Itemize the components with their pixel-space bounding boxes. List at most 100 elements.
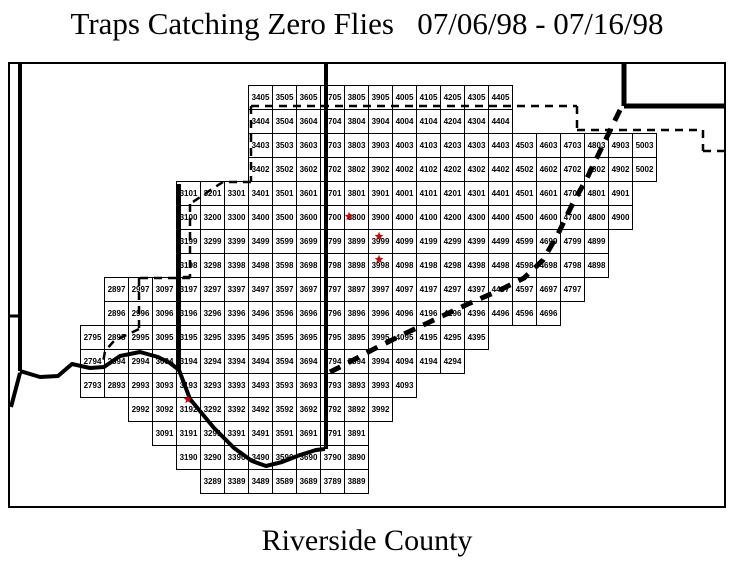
grid-cell-3804: 3804 — [344, 109, 369, 134]
grid-cell-4699: 4699 — [536, 229, 561, 254]
grid-cell-3600: 3600 — [296, 205, 321, 230]
grid-cell-3904: 3904 — [368, 109, 393, 134]
grid-cell-3590: 3590 — [272, 445, 297, 470]
grid-cell-3293: 3293 — [200, 373, 225, 398]
grid-cell-2897: 2897 — [104, 277, 129, 302]
grid-cell-3592: 3592 — [272, 397, 297, 422]
grid-cell-3694: 3694 — [296, 349, 321, 374]
grid-cell-4005: 4005 — [392, 85, 417, 110]
grid-cell-3692: 3692 — [296, 397, 321, 422]
grid-cell-4301: 4301 — [464, 181, 489, 206]
grid-cell-3793: 3793 — [320, 373, 345, 398]
grid-cell-4294: 4294 — [440, 349, 465, 374]
grid-cell-3892: 3892 — [344, 397, 369, 422]
grid-cell-3289: 3289 — [200, 469, 225, 494]
grid-cell-3390: 3390 — [224, 445, 249, 470]
grid-cell-4503: 4503 — [512, 133, 537, 158]
grid-cell-3789: 3789 — [320, 469, 345, 494]
grid-cell-4001: 4001 — [392, 181, 417, 206]
grid-cell-3505: 3505 — [272, 85, 297, 110]
grid-cell-3199: 3199 — [176, 229, 201, 254]
grid-cell-3503: 3503 — [272, 133, 297, 158]
grid-cell-3392: 3392 — [224, 397, 249, 422]
grid-cell-3292: 3292 — [200, 397, 225, 422]
grid-cell-3295: 3295 — [200, 325, 225, 350]
grid-cell-4098: 4098 — [392, 253, 417, 278]
grid-cell-3890: 3890 — [344, 445, 369, 470]
grid-cell-3594: 3594 — [272, 349, 297, 374]
grid-cell-3796: 3796 — [320, 301, 345, 326]
grid-cell-3900: 3900 — [368, 205, 393, 230]
grid-cell-3094: 3094 — [152, 349, 177, 374]
grid-cell-3896: 3896 — [344, 301, 369, 326]
grid-cell-3603: 3603 — [296, 133, 321, 158]
grid-cell-3498: 3498 — [248, 253, 273, 278]
county-label: Riverside County — [261, 524, 473, 557]
grid-cell-3605: 3605 — [296, 85, 321, 110]
grid-cell-3689: 3689 — [296, 469, 321, 494]
grid-cell-4195: 4195 — [416, 325, 441, 350]
grid-cell-3394: 3394 — [224, 349, 249, 374]
grid-cell-3705: 3705 — [320, 85, 345, 110]
grid-cell-3596: 3596 — [272, 301, 297, 326]
grid-cell-3704: 3704 — [320, 109, 345, 134]
grid-cell-4300: 4300 — [464, 205, 489, 230]
grid-cell-3997: 3997 — [368, 277, 393, 302]
grid-cell-2993: 2993 — [128, 373, 153, 398]
grid-cell-4194: 4194 — [416, 349, 441, 374]
grid-cell-4400: 4400 — [488, 205, 513, 230]
grid-cell-3092: 3092 — [152, 397, 177, 422]
grid-cell-4596: 4596 — [512, 301, 537, 326]
grid-cell-3697: 3697 — [296, 277, 321, 302]
grid-cell-3702: 3702 — [320, 157, 345, 182]
grid-cell-3601: 3601 — [296, 181, 321, 206]
grid-cell-3593: 3593 — [272, 373, 297, 398]
grid-cell-4096: 4096 — [392, 301, 417, 326]
grid-cell-4802: 4802 — [584, 157, 609, 182]
grid-cell-4000: 4000 — [392, 205, 417, 230]
grid-cell-3093: 3093 — [152, 373, 177, 398]
grid-cell-3194: 3194 — [176, 349, 201, 374]
grid-cell-4499: 4499 — [488, 229, 513, 254]
grid-cell-3399: 3399 — [224, 229, 249, 254]
grid-cell-4405: 4405 — [488, 85, 513, 110]
grid-cell-4093: 4093 — [392, 373, 417, 398]
grid-cell-4497: 4497 — [488, 277, 513, 302]
grid-cell-3502: 3502 — [272, 157, 297, 182]
grid-cell-3301: 3301 — [224, 181, 249, 206]
grid-cell-3797: 3797 — [320, 277, 345, 302]
grid-cell-3299: 3299 — [200, 229, 225, 254]
grid-cell-3290: 3290 — [200, 445, 225, 470]
grid-cell-3996: 3996 — [368, 301, 393, 326]
grid-cell-4501: 4501 — [512, 181, 537, 206]
grid-cell-3604: 3604 — [296, 109, 321, 134]
grid-cell-3905: 3905 — [368, 85, 393, 110]
grid-cell-4399: 4399 — [464, 229, 489, 254]
grid-cell-4601: 4601 — [536, 181, 561, 206]
grid-cell-4204: 4204 — [440, 109, 465, 134]
map-title: Traps Catching Zero Flies 07/06/98 - 07/… — [70, 6, 664, 41]
grid-cell-3599: 3599 — [272, 229, 297, 254]
grid-cell-4597: 4597 — [512, 277, 537, 302]
grid-cell-3397: 3397 — [224, 277, 249, 302]
grid-cell-2894: 2894 — [104, 349, 129, 374]
grid-cell-4898: 4898 — [584, 253, 609, 278]
grid-cell-3795: 3795 — [320, 325, 345, 350]
grid-cell-4105: 4105 — [416, 85, 441, 110]
trap-star-3998: ★ — [374, 254, 384, 266]
grid-cell-4602: 4602 — [536, 157, 561, 182]
grid-cell-4801: 4801 — [584, 181, 609, 206]
grid-cell-4202: 4202 — [440, 157, 465, 182]
grid-cell-4298: 4298 — [440, 253, 465, 278]
grid-cell-4701: 4701 — [560, 181, 585, 206]
grid-cell-4296: 4296 — [440, 301, 465, 326]
grid-cell-3499: 3499 — [248, 229, 273, 254]
grid-cell-4696: 4696 — [536, 301, 561, 326]
grid-cell-3794: 3794 — [320, 349, 345, 374]
grid-cell-3798: 3798 — [320, 253, 345, 278]
grid-cell-2896: 2896 — [104, 301, 129, 326]
grid-cell-4100: 4100 — [416, 205, 441, 230]
grid-cell-3889: 3889 — [344, 469, 369, 494]
grid-cell-4697: 4697 — [536, 277, 561, 302]
grid-cell-3802: 3802 — [344, 157, 369, 182]
